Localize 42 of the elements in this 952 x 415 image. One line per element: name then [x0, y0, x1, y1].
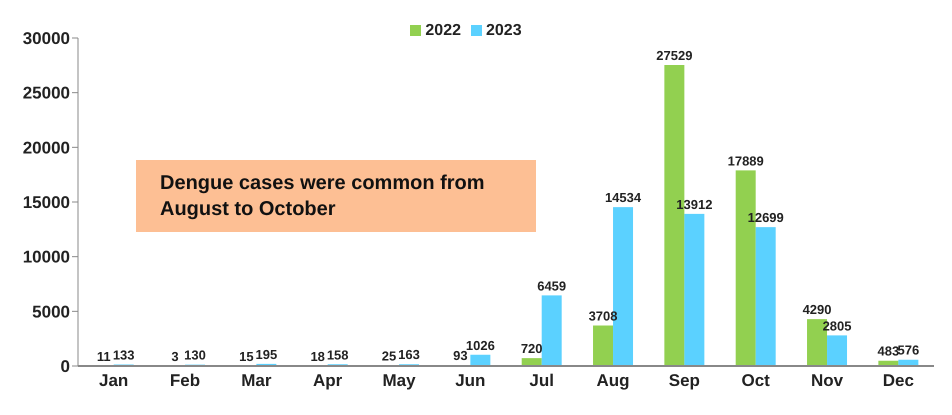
- y-tick-label: 0: [60, 357, 70, 376]
- x-tick-label: Mar: [241, 371, 272, 390]
- y-tick-label: 10000: [22, 248, 70, 267]
- y-tick-label: 20000: [22, 138, 70, 158]
- y-tick-label: 25000: [22, 84, 70, 103]
- x-tick-label: Jan: [99, 371, 128, 390]
- data-label: 17889: [728, 153, 764, 168]
- data-label: 6459: [537, 278, 566, 294]
- y-tick-label: 5000: [32, 302, 70, 322]
- data-label: 158: [326, 347, 349, 362]
- data-label: 130: [184, 348, 206, 363]
- data-label: 25: [382, 348, 396, 364]
- data-label: 133: [112, 348, 135, 363]
- x-tick-label: May: [382, 371, 416, 390]
- data-label: 1026: [466, 338, 495, 353]
- data-label: 3: [171, 348, 179, 364]
- data-label: 27529: [656, 48, 692, 64]
- data-label: 93: [453, 348, 468, 363]
- data-label: 18: [310, 348, 325, 364]
- data-label: 195: [256, 346, 278, 362]
- x-tick-label: Feb: [170, 371, 200, 390]
- text-box: Dengue cases were common from August to October: [136, 160, 536, 232]
- data-label: 4290: [802, 302, 832, 318]
- x-tick-label: Jun: [455, 371, 486, 390]
- x-tick-label: Aug: [596, 371, 630, 390]
- x-tick-label: Oct: [741, 371, 770, 390]
- legend-label: 2023: [486, 22, 522, 39]
- data-label: 14534: [604, 190, 642, 206]
- data-label: 720: [520, 341, 543, 356]
- data-label: 576: [898, 342, 920, 358]
- y-tick-label: 30000: [22, 29, 70, 48]
- data-label: 483: [878, 344, 900, 359]
- data-label: 11: [96, 348, 111, 364]
- x-tick-label: Jul: [529, 371, 554, 390]
- x-tick-label: Dec: [882, 371, 914, 390]
- x-tick-label: Sep: [668, 371, 700, 390]
- legend-label: 2022: [425, 22, 461, 39]
- x-tick-label: Nov: [810, 371, 844, 390]
- data-label: 163: [398, 347, 420, 362]
- data-label: 15: [239, 348, 254, 364]
- y-tick-label: 15000: [22, 193, 70, 212]
- x-tick-label: Apr: [313, 371, 343, 390]
